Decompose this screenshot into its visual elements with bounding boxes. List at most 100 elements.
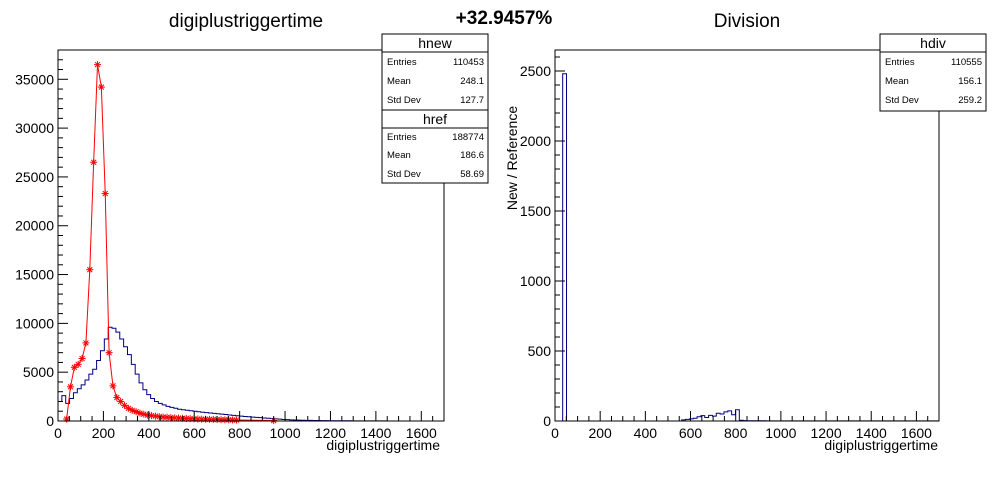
series-href-point xyxy=(82,339,90,347)
marker-stroke xyxy=(83,340,89,346)
stats-label: Entries xyxy=(387,132,417,143)
x-tick-label: 1400 xyxy=(856,425,887,441)
marker-stroke xyxy=(129,407,136,414)
series-href-point xyxy=(97,83,105,91)
x-tick-label: 800 xyxy=(724,425,748,441)
marker-stroke xyxy=(121,402,128,409)
y-tick-label: 1000 xyxy=(520,273,551,289)
right-plot-area xyxy=(555,73,940,422)
marker-stroke xyxy=(106,349,112,356)
stats-box-frame xyxy=(879,33,987,112)
y-tick-label: 500 xyxy=(528,343,552,359)
stats-box-hdiv: hdiv Entries 110555 Mean 156.1 Std Dev 2… xyxy=(879,33,987,112)
marker-stroke xyxy=(90,159,97,166)
marker-stroke xyxy=(98,84,105,90)
stats-value: 188774 xyxy=(452,132,484,143)
marker-stroke xyxy=(94,61,101,68)
right-y-axis: 0 500 1000 1500 2000 2500 xyxy=(520,56,565,429)
x-tick-label: 1000 xyxy=(765,425,796,441)
x-tick-label: 600 xyxy=(183,425,207,441)
stats-box-frame xyxy=(381,109,489,184)
stats-box-name: href xyxy=(423,111,447,127)
stats-label: Mean xyxy=(885,76,909,87)
x-tick-label: 200 xyxy=(92,425,116,441)
y-tick-label: 20000 xyxy=(15,218,54,234)
stats-box-frame xyxy=(381,33,489,112)
marker-stroke xyxy=(117,398,124,405)
marker-stroke xyxy=(86,266,93,273)
x-tick-label: 0 xyxy=(54,425,62,441)
marker-stroke xyxy=(125,405,132,412)
y-tick-label: 1500 xyxy=(520,203,551,219)
stats-value: 127.7 xyxy=(460,95,484,106)
marker-stroke xyxy=(67,384,74,390)
marker-stroke xyxy=(233,417,240,423)
y-tick-label: 15000 xyxy=(15,267,54,283)
x-tick-label: 1200 xyxy=(315,425,346,441)
stats-value: 110453 xyxy=(453,57,484,68)
x-tick-label: 1200 xyxy=(810,425,841,441)
marker-stroke xyxy=(75,361,82,368)
percent-change-label: +32.9457% xyxy=(456,8,553,29)
y-tick-label: 0 xyxy=(46,413,54,429)
stats-value: 58.69 xyxy=(460,169,484,180)
right-chart-pad: Division 0 200 400 600 800 1000 1200 1400 1600 0… xyxy=(504,11,987,453)
series-hnew-step-line xyxy=(57,326,445,422)
series-href-point xyxy=(109,382,117,390)
marker-stroke xyxy=(110,383,116,389)
marker-stroke xyxy=(79,355,85,362)
series-href-point xyxy=(121,401,129,409)
left-y-axis: 0 5000 10000 15000 20000 25000 30000 35000 xyxy=(15,49,68,429)
series-href-point xyxy=(66,383,74,391)
series-hdiv-step-line xyxy=(555,73,940,422)
series-href-point xyxy=(74,360,82,368)
y-tick-label: 2500 xyxy=(520,63,551,79)
right-x-axis: 0 200 400 600 800 1000 1200 1400 1600 xyxy=(551,411,940,441)
series-href-point xyxy=(70,363,78,371)
left-x-axis: 0 200 400 600 800 1000 1200 1400 1600 xyxy=(54,411,445,441)
y-tick-label: 35000 xyxy=(15,71,54,87)
x-tick-label: 0 xyxy=(551,425,559,441)
right-y-axis-label: New / Reference xyxy=(504,106,520,210)
x-tick-label: 200 xyxy=(588,425,612,441)
series-href-point xyxy=(86,266,94,274)
stats-box-name: hdiv xyxy=(920,35,946,51)
stats-value: 248.1 xyxy=(460,76,484,87)
stats-value: 156.1 xyxy=(958,76,982,87)
stats-value: 110555 xyxy=(951,57,982,68)
right-chart-title: Division xyxy=(714,11,781,32)
x-tick-label: 800 xyxy=(228,425,252,441)
series-href-point xyxy=(94,61,102,69)
y-tick-label: 5000 xyxy=(23,364,54,380)
left-chart-pad: digiplustriggertime 0 200 400 600 800 1000 120… xyxy=(15,11,489,453)
right-x-axis-label: digiplustriggertime xyxy=(824,437,938,453)
y-tick-label: 30000 xyxy=(15,120,54,136)
series-href-point xyxy=(163,413,171,421)
series-href-point xyxy=(90,158,98,166)
stats-label: Std Dev xyxy=(387,95,421,106)
marker-stroke xyxy=(114,394,120,401)
stats-label: Mean xyxy=(387,150,411,161)
series-href-point xyxy=(232,416,240,424)
stats-label: Mean xyxy=(387,76,411,87)
left-chart-title: digiplustriggertime xyxy=(169,11,323,32)
stats-label: Entries xyxy=(885,57,915,68)
series-href-line xyxy=(66,64,274,422)
y-tick-label: 25000 xyxy=(15,169,54,185)
stats-value: 186.6 xyxy=(460,150,484,161)
x-tick-label: 400 xyxy=(137,425,161,441)
marker-stroke xyxy=(133,408,139,415)
stats-box-href: href Entries 188774 Mean 186.6 Std Dev 5… xyxy=(381,109,489,184)
stats-value: 259.2 xyxy=(958,95,982,106)
stats-label: Std Dev xyxy=(885,95,919,106)
x-tick-label: 600 xyxy=(679,425,703,441)
y-tick-label: 10000 xyxy=(15,315,54,331)
x-tick-label: 1600 xyxy=(406,425,437,441)
x-tick-label: 400 xyxy=(634,425,658,441)
x-tick-label: 1000 xyxy=(269,425,300,441)
series-href-point xyxy=(105,349,113,357)
series-href-point xyxy=(78,355,86,363)
stats-box-hnew: hnew Entries 110453 Mean 248.1 Std Dev 1… xyxy=(381,33,489,112)
stats-label: Std Dev xyxy=(387,169,421,180)
